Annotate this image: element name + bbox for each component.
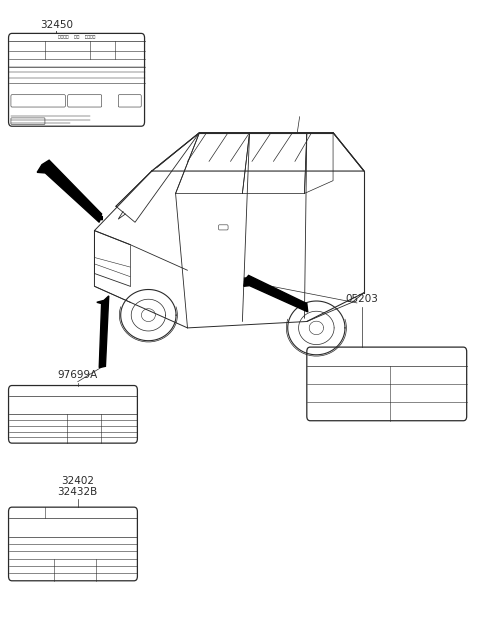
FancyBboxPatch shape <box>9 386 137 443</box>
Text: 97699A: 97699A <box>58 370 98 381</box>
Text: 제원표기    규정    배출가스: 제원표기 규정 배출가스 <box>58 35 95 39</box>
FancyBboxPatch shape <box>307 347 467 421</box>
FancyBboxPatch shape <box>9 33 144 126</box>
Polygon shape <box>244 275 308 312</box>
FancyBboxPatch shape <box>68 95 102 107</box>
FancyBboxPatch shape <box>118 95 141 107</box>
Text: 05203: 05203 <box>345 294 378 304</box>
FancyBboxPatch shape <box>11 95 65 107</box>
Polygon shape <box>97 296 109 368</box>
FancyBboxPatch shape <box>9 507 137 581</box>
FancyBboxPatch shape <box>99 216 103 221</box>
FancyBboxPatch shape <box>244 277 249 282</box>
FancyBboxPatch shape <box>218 225 228 230</box>
Text: 32432B: 32432B <box>58 487 98 497</box>
FancyBboxPatch shape <box>11 118 45 124</box>
Text: 32450: 32450 <box>40 20 73 30</box>
Text: 32402: 32402 <box>61 476 94 486</box>
Polygon shape <box>37 160 102 222</box>
